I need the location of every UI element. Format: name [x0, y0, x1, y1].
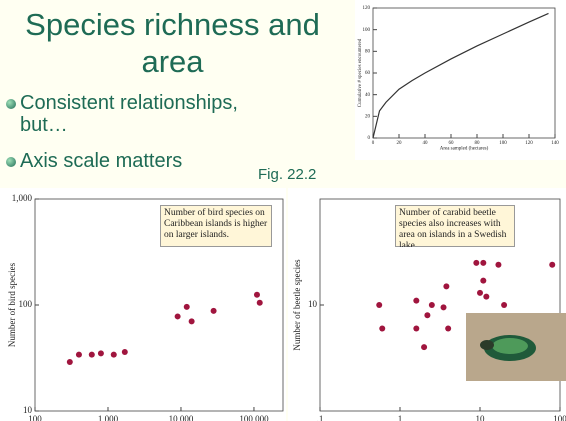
data-point — [501, 302, 507, 308]
annotation: Number of bird species on Caribbean isla… — [160, 205, 272, 247]
data-point — [443, 283, 449, 289]
x-tick-label: 10 — [476, 414, 486, 421]
y-tick-label: 20 — [365, 114, 371, 119]
data-point — [98, 350, 104, 356]
data-point — [424, 312, 430, 318]
y-tick-label: 10 — [308, 299, 318, 309]
data-point — [89, 352, 95, 358]
data-point — [421, 344, 427, 350]
x-tick-label: 60 — [449, 141, 455, 146]
data-point — [549, 262, 555, 268]
x-tick-label: 120 — [525, 141, 533, 146]
x-tick-label: 100,000 — [239, 414, 269, 421]
data-point — [480, 278, 486, 284]
slide: Species richness and area Consistent rel… — [0, 0, 566, 421]
data-point — [76, 352, 82, 358]
x-tick-label: 80 — [475, 141, 481, 146]
data-point — [211, 308, 217, 314]
data-point — [189, 318, 195, 324]
data-point — [495, 262, 501, 268]
data-point — [445, 326, 451, 332]
x-axis-label: Area sampled (hectares) — [440, 147, 489, 152]
y-axis-label: Cumulative # species encountered — [358, 38, 363, 107]
charts: 020406080100120140020406080100120Area sa… — [0, 0, 566, 421]
y-tick-label: 10 — [23, 405, 33, 415]
x-tick-label: .1 — [317, 414, 324, 421]
data-point — [413, 298, 419, 304]
annotation-box: Number of bird species on Caribbean isla… — [160, 205, 272, 247]
data-point — [379, 326, 385, 332]
data-point — [480, 260, 486, 266]
chart-background — [355, 0, 566, 160]
x-tick-label: 100 — [499, 141, 507, 146]
data-point — [441, 304, 447, 310]
y-tick-label: 120 — [363, 6, 371, 11]
data-point — [254, 292, 260, 298]
y-tick-label: 80 — [365, 49, 371, 54]
data-point — [483, 294, 489, 300]
y-axis-label: Number of bird species — [7, 262, 17, 347]
y-tick-label: 100 — [363, 28, 371, 33]
data-point — [413, 326, 419, 332]
data-point — [477, 290, 483, 296]
y-tick-label: 60 — [365, 71, 371, 76]
data-point — [184, 304, 190, 310]
x-tick-label: 1 — [398, 414, 403, 421]
beetle-photo — [466, 313, 566, 381]
x-tick-label: 10,000 — [169, 414, 194, 421]
annotation: Number of carabid beetle species also in… — [395, 205, 515, 247]
data-point — [473, 260, 479, 266]
data-point — [67, 359, 73, 365]
y-axis-label: Number of beetle species — [292, 259, 302, 351]
x-tick-label: 20 — [397, 141, 403, 146]
y-tick-label: 100 — [19, 299, 33, 309]
x-tick-label: 1,000 — [98, 414, 119, 421]
data-point — [376, 302, 382, 308]
data-point — [257, 300, 263, 306]
data-point — [429, 302, 435, 308]
x-tick-label: 140 — [551, 141, 559, 146]
x-tick-label: 40 — [423, 141, 429, 146]
data-point — [175, 313, 181, 319]
x-tick-label: 100 — [28, 414, 42, 421]
y-tick-label: 1,000 — [12, 193, 33, 203]
annotation-box: Number of carabid beetle species also in… — [395, 205, 515, 247]
data-point — [122, 349, 128, 355]
y-tick-label: 40 — [365, 93, 371, 98]
data-point — [111, 352, 117, 358]
x-tick-label: 100 — [553, 414, 566, 421]
